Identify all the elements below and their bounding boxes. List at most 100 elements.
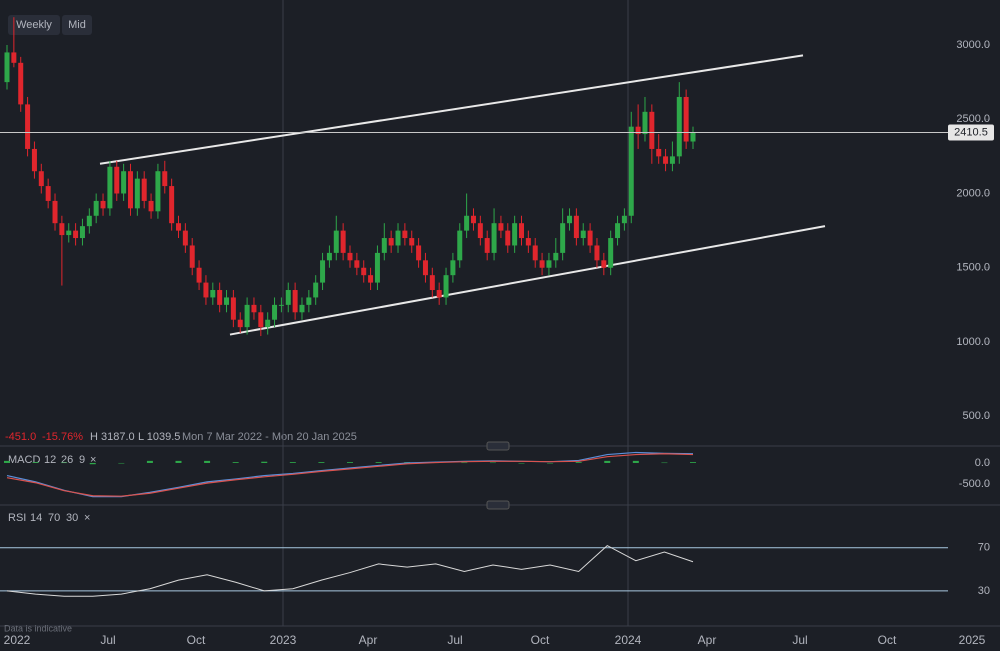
y-tick-label: 2500.0 [956,113,990,125]
candle-body [381,238,387,253]
candle-body [79,226,85,239]
candle-body [285,290,291,305]
candle-body [251,304,257,313]
price-type: Mid [68,19,86,31]
candle-body [402,230,408,239]
candle-body [663,156,669,164]
macd-param: 9 [79,454,85,466]
candle-body [457,230,463,261]
candle-body [18,62,24,105]
candle-body [409,238,415,246]
candle-body [31,148,37,172]
candle-body [86,215,92,227]
stat-change-pct: -15.76% [42,431,83,443]
macd-histogram-bar [232,462,239,463]
price-type-button[interactable] [62,15,92,35]
stat-low: L 1039.5 [138,431,180,443]
x-tick-label: 2022 [4,633,31,647]
close-icon[interactable]: × [90,454,96,466]
candle-body [683,96,689,142]
candle-body [443,275,449,298]
macd-histogram-bar [146,460,153,463]
candle-body [320,260,326,283]
macd-histogram-bar [32,462,39,463]
candle-body [347,252,353,261]
candle-body [491,223,497,253]
candle-body [539,260,545,268]
candle-body [258,312,264,328]
candle-body [361,267,367,276]
x-tick-label: Oct [878,633,897,647]
candle-body [676,96,682,157]
candle-body [176,223,181,231]
candle-body [93,200,99,216]
y-tick-label: 2000.0 [956,187,990,199]
candle-body [436,290,442,298]
candle-body [635,126,641,135]
pane-handle[interactable] [486,500,510,510]
pane-handle[interactable] [486,441,510,451]
macd-param: 12 [44,454,56,466]
candle-body [210,290,216,298]
candle-body [169,186,175,224]
date-range: Mon 7 Mar 2022 - Mon 20 Jan 2025 [182,431,357,443]
x-tick-label: 2025 [959,633,986,647]
candle-body [649,111,655,149]
candle-body [615,223,621,239]
candle-body [182,230,188,246]
candle-body [464,215,470,231]
rsi-tick-label: 70 [978,542,990,554]
candle-body [429,275,435,291]
candle-body [52,200,58,224]
macd-tick-label: 0.0 [975,457,990,469]
macd-histogram-bar [690,462,696,463]
candle-body [532,245,538,261]
candle-body [155,171,161,212]
x-tick-label: Jul [792,633,807,647]
macd-histogram-bar [575,462,582,463]
candle-body [422,260,428,276]
candle-body [244,304,250,328]
candle-body [66,230,72,236]
candle-body [573,215,579,239]
candle-body [73,230,79,239]
macd-histogram-bar [289,462,296,463]
interval-button[interactable] [8,15,60,35]
candle-body [601,260,607,268]
macd-histogram-bar [604,460,611,463]
candle-body [374,252,380,283]
x-tick-label: Oct [187,633,206,647]
candle-body [553,252,559,261]
candle-body [265,319,271,328]
stat-change: -451.0 [5,431,36,443]
candle-body [642,111,648,135]
x-tick-label: Oct [531,633,550,647]
candle-body [127,171,133,209]
candle-body [368,275,374,283]
candle-body [196,267,202,283]
macd-histogram-bar [61,462,68,464]
candle-body [608,238,614,268]
candle-body [450,260,456,276]
close-icon[interactable]: × [84,512,90,524]
rsi-tick-label: 30 [978,585,990,597]
macd-histogram-bar [547,462,554,464]
candle-body [217,290,223,305]
candle-body [162,171,168,187]
y-tick-label: 1000.0 [956,336,990,348]
y-tick-label: 500.0 [962,410,990,422]
macd-histogram-bar [89,462,96,465]
x-tick-label: Apr [698,633,717,647]
rsi-line [6,544,694,597]
candle-body [59,223,65,236]
rsi-param: 30 [66,512,78,524]
candle-body [567,215,573,224]
macd-tick-label: -500.0 [959,478,990,490]
macd-histogram-bar [518,462,525,464]
candle-body [121,171,127,194]
candle-body [326,252,332,261]
x-tick-label: Jul [447,633,462,647]
macd-param: 26 [61,454,73,466]
candle-body [395,230,401,246]
